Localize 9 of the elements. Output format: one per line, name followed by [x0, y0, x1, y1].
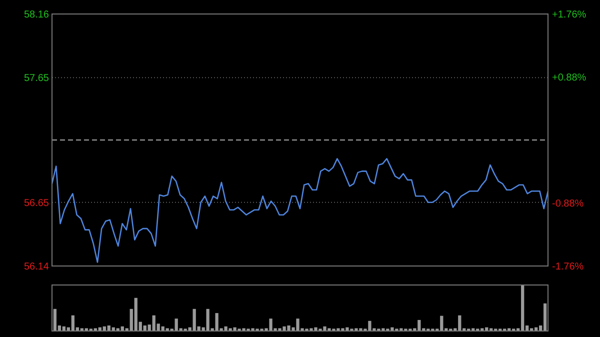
y-tick-label: 57.65 [24, 73, 50, 84]
y2-tick-label: -0.88% [552, 198, 584, 210]
y2-tick-label: -1.76% [552, 262, 584, 272]
y-tick-label: 56.14 [24, 262, 50, 272]
y2-tick-label: +1.76% [552, 10, 586, 20]
line-series [51, 158, 549, 263]
y-tick-label: 58.16 [24, 10, 50, 20]
y2-tick-label: +0.88% [552, 72, 586, 84]
y-tick-label: 56.65 [24, 198, 50, 209]
